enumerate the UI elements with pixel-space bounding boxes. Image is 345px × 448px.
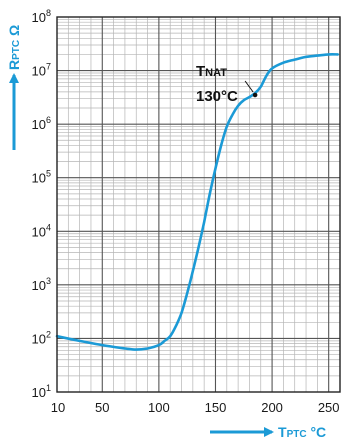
- y-tick-label: 108: [32, 8, 51, 25]
- major-grid: [57, 17, 340, 392]
- x-tick-label: 250: [318, 400, 340, 415]
- y-axis-label: RPTC Ω: [6, 25, 22, 70]
- y-tick-labels: 101 102 103 104 105 106 107 108: [32, 8, 51, 400]
- annotation-leader: [244, 80, 254, 93]
- x-tick-label: 50: [95, 400, 109, 415]
- curve-layer: [55, 53, 339, 351]
- annotation-value: 130°C: [196, 88, 238, 105]
- y-tick-label: 103: [32, 276, 51, 293]
- plot-background: [57, 17, 340, 392]
- x-tick-label: 150: [205, 400, 227, 415]
- x-axis-label: TPTC °C: [278, 424, 326, 440]
- plot-frame: [56, 16, 341, 393]
- annotation-point: [252, 92, 258, 98]
- y-tick-label: 105: [32, 169, 51, 186]
- annotation-title: TNAT: [196, 63, 227, 80]
- y-tick-label: 101: [32, 383, 51, 400]
- y-tick-label: 102: [32, 329, 51, 346]
- x-tick-label: 100: [148, 400, 170, 415]
- y-tick-label: 104: [32, 222, 51, 239]
- y-tick-label: 106: [32, 115, 51, 132]
- data-curve: [55, 53, 339, 351]
- y-tick-label: 107: [32, 62, 51, 79]
- annotation-layer: TNAT 130°C: [196, 63, 258, 105]
- minor-grid: [56, 17, 340, 392]
- x-tick-label: 10: [51, 400, 65, 415]
- x-tick-labels: 10 50 100 150 200 250: [51, 400, 340, 415]
- x-tick-label: 200: [261, 400, 283, 415]
